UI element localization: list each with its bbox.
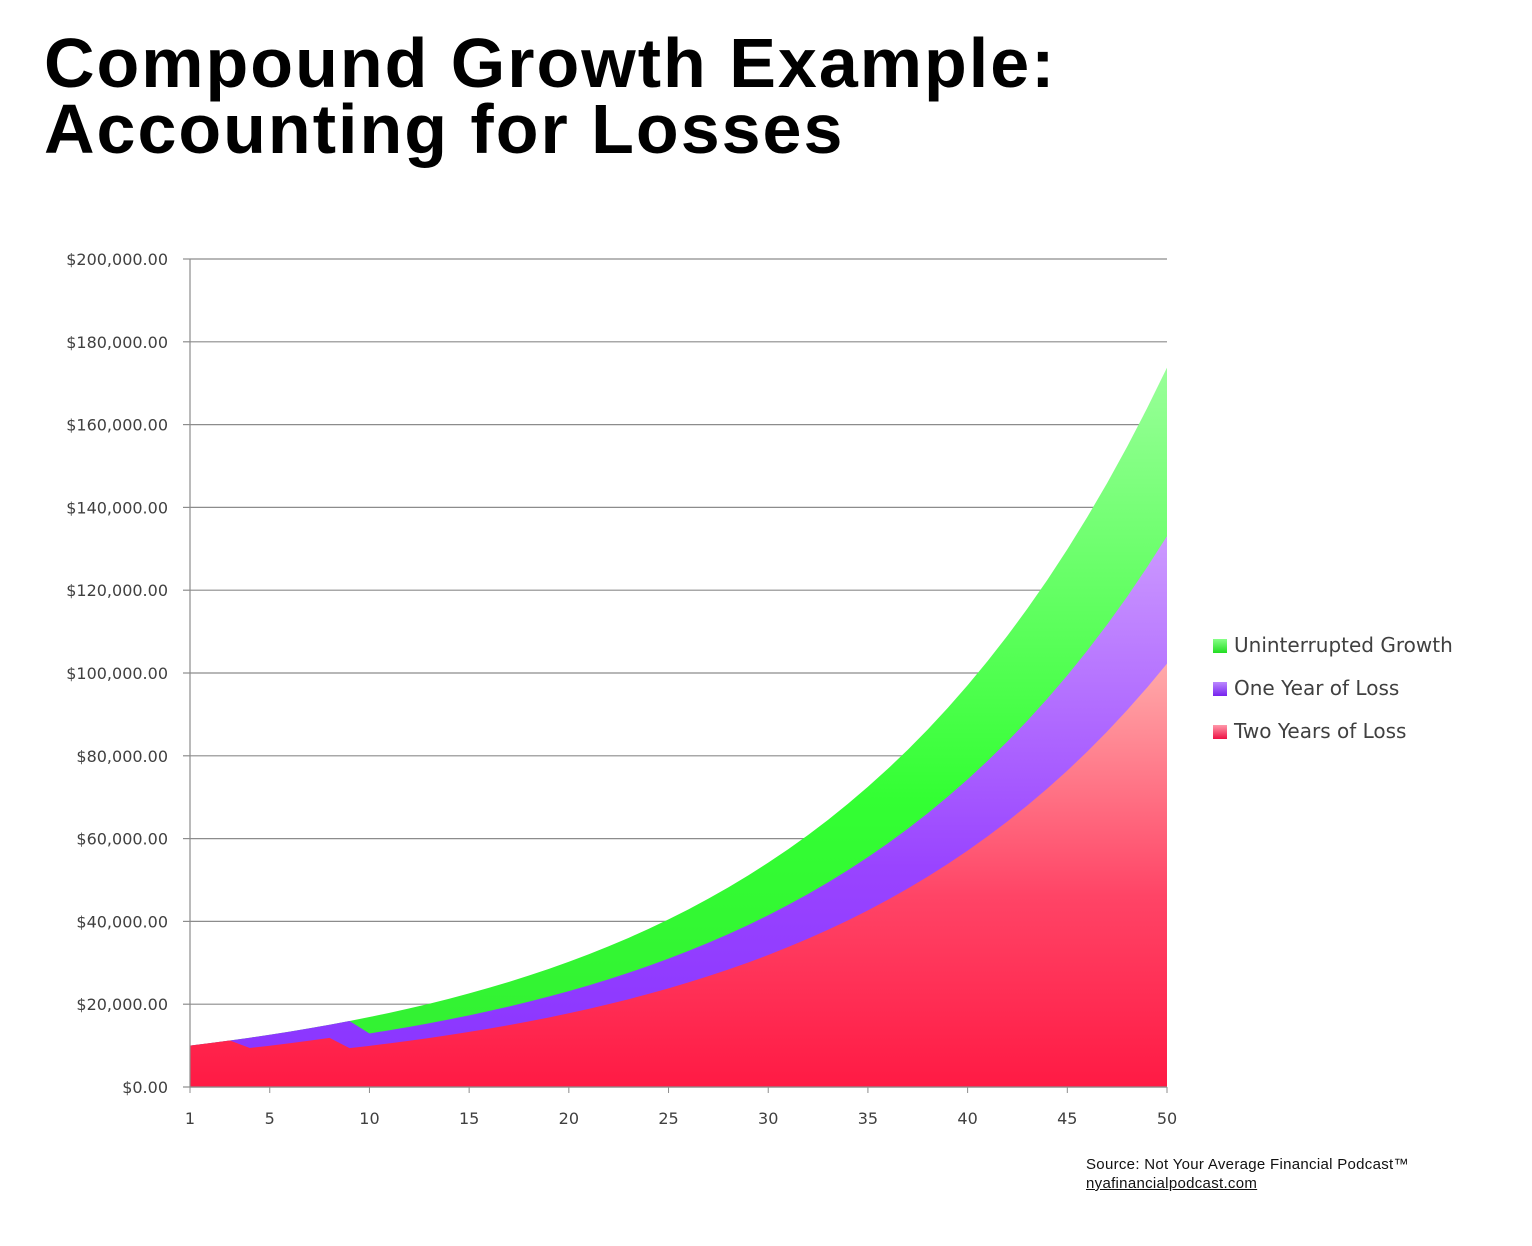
axes [189, 259, 1167, 1088]
y-tick-label: $80,000.00 [76, 747, 168, 766]
legend-label: Uninterrupted Growth [1234, 633, 1453, 657]
legend-label: Two Years of Loss [1233, 719, 1406, 743]
y-tick-label: $0.00 [122, 1078, 168, 1097]
title-line-2: Accounting for Losses [44, 90, 845, 168]
series-areas [190, 367, 1167, 1087]
y-tick-label: $20,000.00 [76, 995, 168, 1014]
source-text: Source: Not Your Average Financial Podca… [1086, 1156, 1409, 1173]
x-tick-label: 25 [658, 1109, 678, 1128]
x-tick-label: 35 [858, 1109, 878, 1128]
y-tick-label: $160,000.00 [66, 416, 168, 435]
x-axis-tick-labels: 1 5 10 15 20 25 30 35 40 45 50 [185, 1087, 1177, 1128]
source-link[interactable]: nyafinancialpodcast.com [1086, 1175, 1258, 1192]
y-tick-label: $40,000.00 [76, 912, 168, 931]
y-tick-label: $120,000.00 [66, 581, 168, 600]
y-axis-tick-labels: $0.00 $20,000.00 $40,000.00 $60,000.00 $80,0… [66, 250, 168, 1097]
source-credit: Source: Not Your Average Financial Podca… [1086, 1155, 1409, 1193]
area-two-years-of-loss [190, 663, 1167, 1087]
x-tick-label: 1 [185, 1109, 195, 1128]
legend-label: One Year of Loss [1234, 676, 1399, 700]
legend-swatch [1213, 682, 1227, 696]
x-tick-label: 10 [359, 1109, 379, 1128]
legend: Uninterrupted Growth One Year of Loss Two … [1213, 633, 1453, 743]
x-tick-label: 30 [758, 1109, 778, 1128]
x-tick-label: 50 [1157, 1109, 1177, 1128]
title-line-1: Compound Growth Example: [44, 24, 1057, 102]
y-tick-label: $180,000.00 [66, 333, 168, 352]
legend-swatch [1213, 639, 1227, 653]
chart-title: Compound Growth Example: Accounting for … [44, 24, 1057, 168]
x-tick-label: 45 [1057, 1109, 1077, 1128]
y-tick-label: $140,000.00 [66, 498, 168, 517]
y-tick-label: $100,000.00 [66, 664, 168, 683]
x-tick-label: 40 [957, 1109, 977, 1128]
y-tick-label: $200,000.00 [66, 250, 168, 269]
legend-swatch [1213, 725, 1227, 739]
x-tick-label: 20 [559, 1109, 579, 1128]
x-tick-label: 5 [265, 1109, 275, 1128]
x-tick-label: 15 [459, 1109, 479, 1128]
y-tick-label: $60,000.00 [76, 830, 168, 849]
